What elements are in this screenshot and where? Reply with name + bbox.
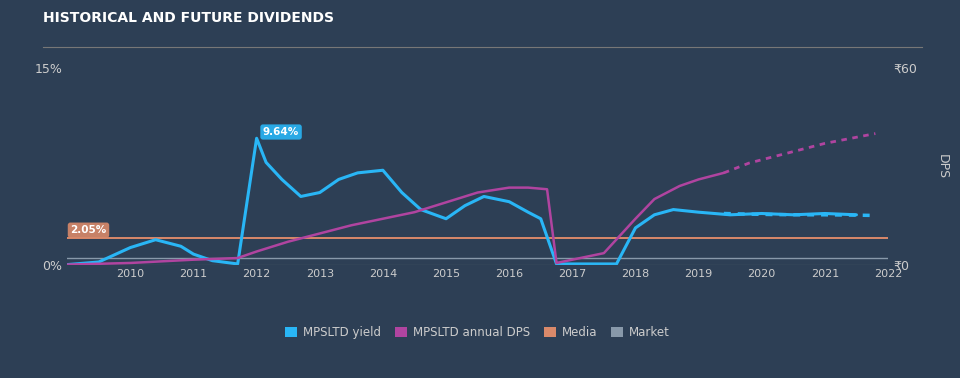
Text: 9.64%: 9.64% bbox=[263, 127, 300, 137]
Text: 2.05%: 2.05% bbox=[70, 225, 107, 235]
Text: HISTORICAL AND FUTURE DIVIDENDS: HISTORICAL AND FUTURE DIVIDENDS bbox=[43, 11, 334, 25]
Legend: MPSLTD yield, MPSLTD annual DPS, Media, Market: MPSLTD yield, MPSLTD annual DPS, Media, … bbox=[280, 322, 675, 344]
Y-axis label: DPS: DPS bbox=[936, 154, 949, 179]
